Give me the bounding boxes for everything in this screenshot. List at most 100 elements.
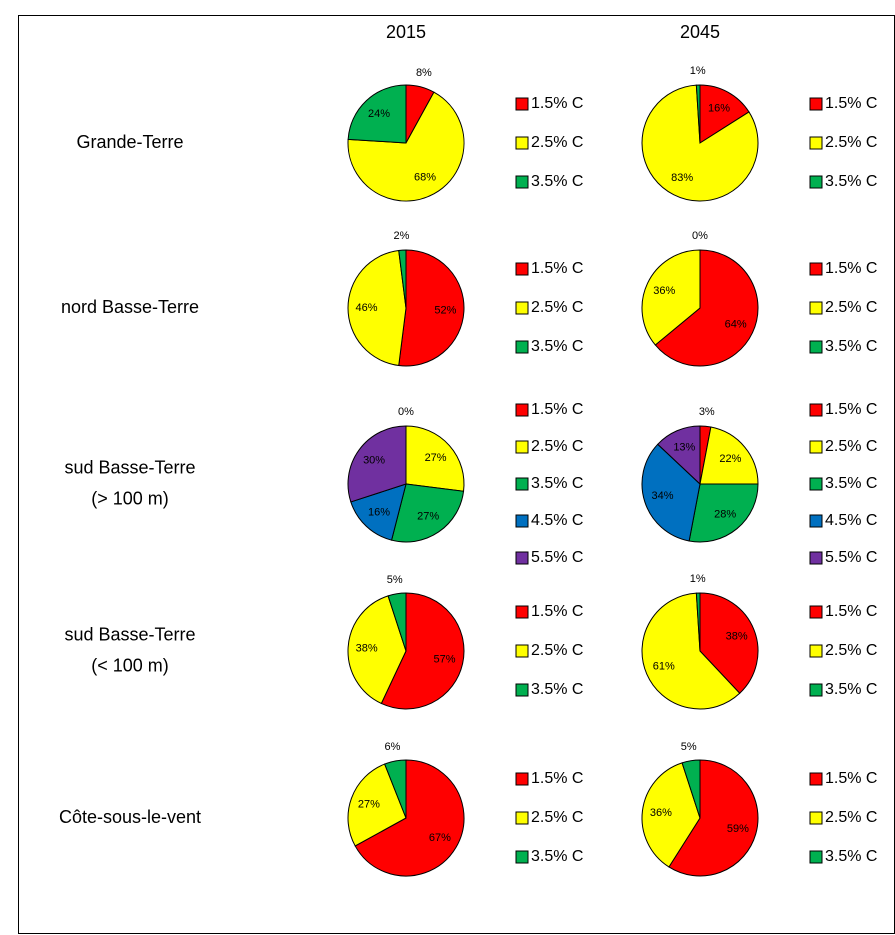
legend-label: 3.5% C (531, 681, 583, 698)
pie-slice (347, 91, 465, 202)
legend-label: 2.5% C (531, 438, 583, 455)
legend-swatch (515, 340, 529, 354)
legend-label: 1.5% C (531, 260, 583, 277)
legend-swatch (809, 440, 823, 454)
slice-label: 6% (385, 741, 401, 753)
pie-slice (654, 249, 759, 367)
pie-slice (641, 592, 741, 710)
pie-slice (641, 249, 701, 346)
slice-label: 13% (673, 442, 695, 454)
legend-label: 1.5% C (825, 401, 877, 418)
pie-slice (347, 425, 407, 503)
slice-label: 38% (356, 642, 378, 654)
pie-slice (668, 759, 759, 877)
legend-swatch (809, 97, 823, 111)
legend-swatch (515, 301, 529, 315)
column-header: 2015 (386, 22, 426, 42)
slice-label: 1% (690, 573, 706, 585)
slice-label: 27% (358, 799, 380, 811)
pie-slice (641, 762, 701, 868)
slice-label: 36% (650, 807, 672, 819)
legend-swatch (515, 683, 529, 697)
legend-swatch (809, 644, 823, 658)
legend-label: 1.5% C (531, 770, 583, 787)
pie-slice (695, 592, 701, 652)
slice-label: 27% (417, 511, 439, 523)
row-label: (> 100 m) (91, 488, 169, 508)
legend-swatch (515, 136, 529, 150)
pie-slice (354, 759, 465, 877)
slice-label: 83% (671, 172, 693, 184)
legend-label: 3.5% C (531, 848, 583, 865)
legend-label: 1.5% C (825, 770, 877, 787)
slice-label: 22% (719, 453, 741, 465)
legend-swatch (515, 772, 529, 786)
slice-label: 36% (653, 285, 675, 297)
row-label: nord Basse-Terre (61, 297, 199, 317)
slice-label: 0% (692, 230, 708, 242)
pie-slice (405, 425, 465, 492)
legend-label: 2.5% C (531, 642, 583, 659)
legend-swatch (515, 514, 529, 528)
row-label: sud Basse-Terre (64, 624, 195, 644)
pie-slice (380, 592, 465, 710)
slice-label: 28% (714, 508, 736, 520)
legend-label: 2.5% C (825, 642, 877, 659)
slice-label: 46% (356, 302, 378, 314)
pie-slice (347, 84, 407, 144)
legend-swatch (809, 811, 823, 825)
pie-slice (695, 84, 701, 144)
legend-swatch (809, 136, 823, 150)
pie-slice (350, 483, 407, 541)
pie-slice (387, 592, 407, 652)
slice-label: 27% (425, 452, 447, 464)
legend-label: 4.5% C (531, 512, 583, 529)
slice-label: 0% (398, 406, 414, 418)
legend-swatch (515, 811, 529, 825)
pie-slice (688, 483, 759, 543)
legend-label: 1.5% C (531, 401, 583, 418)
pie-slice (657, 425, 701, 486)
legend-swatch (515, 403, 529, 417)
legend-swatch (515, 850, 529, 864)
legend-swatch (809, 477, 823, 491)
legend-label: 3.5% C (825, 475, 877, 492)
legend-swatch (515, 605, 529, 619)
slice-label: 2% (394, 230, 410, 242)
pie-slice (398, 249, 465, 367)
legend-swatch (515, 262, 529, 276)
legend-label: 1.5% C (825, 260, 877, 277)
legend-label: 1.5% C (825, 603, 877, 620)
legend-label: 2.5% C (825, 134, 877, 151)
row-label: sud Basse-Terre (64, 457, 195, 477)
slice-label: 67% (429, 832, 451, 844)
legend-swatch (515, 551, 529, 565)
legend-label: 1.5% C (531, 603, 583, 620)
pie-slice (699, 592, 759, 694)
slice-label: 24% (368, 108, 390, 120)
slice-label: 1% (690, 65, 706, 77)
slice-label: 52% (434, 304, 456, 316)
row-label: (< 100 m) (91, 655, 169, 675)
legend-label: 3.5% C (825, 338, 877, 355)
legend-swatch (809, 175, 823, 189)
slice-label: 3% (699, 406, 715, 418)
slice-label: 5% (387, 574, 403, 586)
pie-slice (347, 595, 407, 705)
slice-label: 57% (433, 654, 455, 666)
legend-label: 4.5% C (825, 512, 877, 529)
legend-label: 3.5% C (531, 338, 583, 355)
slice-label: 59% (727, 823, 749, 835)
legend-label: 2.5% C (825, 299, 877, 316)
legend-swatch (809, 551, 823, 565)
pie-slice (641, 84, 759, 202)
legend-swatch (809, 683, 823, 697)
slice-label: 30% (363, 455, 385, 467)
legend-swatch (809, 262, 823, 276)
legend-swatch (809, 514, 823, 528)
pie-slice (390, 483, 465, 543)
pie-slice (384, 759, 407, 819)
legend-swatch (515, 440, 529, 454)
pie-slice (641, 443, 701, 542)
slice-label: 5% (681, 741, 697, 753)
